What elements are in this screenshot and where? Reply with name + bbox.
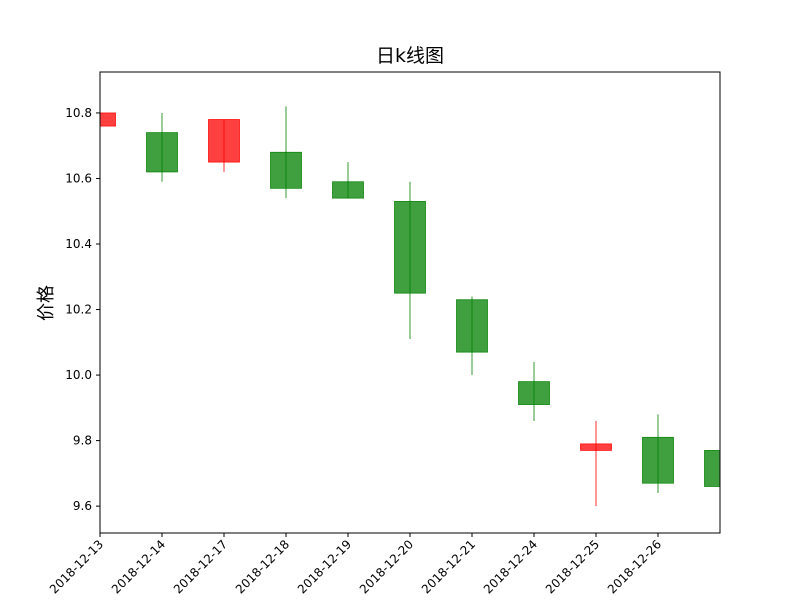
- y-tick-label: 10.6: [65, 171, 92, 185]
- y-tick-label: 10.4: [65, 237, 92, 251]
- candle-body: [518, 381, 550, 405]
- candle-body: [580, 443, 612, 451]
- x-tick-label: 2018-12-25: [543, 537, 602, 596]
- x-tick-label: 2018-12-13: [47, 537, 106, 596]
- y-axis-label: 价格: [36, 285, 57, 321]
- candle-body: [394, 201, 426, 294]
- x-tick-label: 2018-12-17: [171, 537, 230, 596]
- x-tick-label: 2018-12-14: [109, 537, 168, 596]
- candle-body: [270, 151, 302, 189]
- x-tick-label: 2018-12-24: [481, 537, 540, 596]
- chart-title: 日k线图: [376, 45, 444, 67]
- candle-body: [100, 112, 116, 127]
- y-tick-label: 10.8: [65, 106, 92, 120]
- y-tick-label: 10.2: [65, 303, 92, 317]
- x-tick-label: 2018-12-18: [233, 537, 292, 596]
- candle-body: [704, 450, 720, 487]
- candles: [100, 106, 720, 507]
- y-tick-label: 10.0: [65, 368, 92, 382]
- x-tick-label: 2018-12-26: [605, 537, 664, 596]
- y-tick-label: 9.6: [73, 499, 92, 513]
- candle-body: [146, 132, 178, 173]
- x-tick-label: 2018-12-20: [357, 537, 416, 596]
- y-tick-label: 9.8: [73, 434, 92, 448]
- x-tick-label: 2018-12-21: [419, 537, 478, 596]
- candle-body: [332, 181, 364, 199]
- x-tick-label: 2018-12-19: [295, 537, 354, 596]
- candle-body: [456, 299, 488, 353]
- candle-body: [642, 436, 674, 484]
- candle-body: [208, 119, 240, 163]
